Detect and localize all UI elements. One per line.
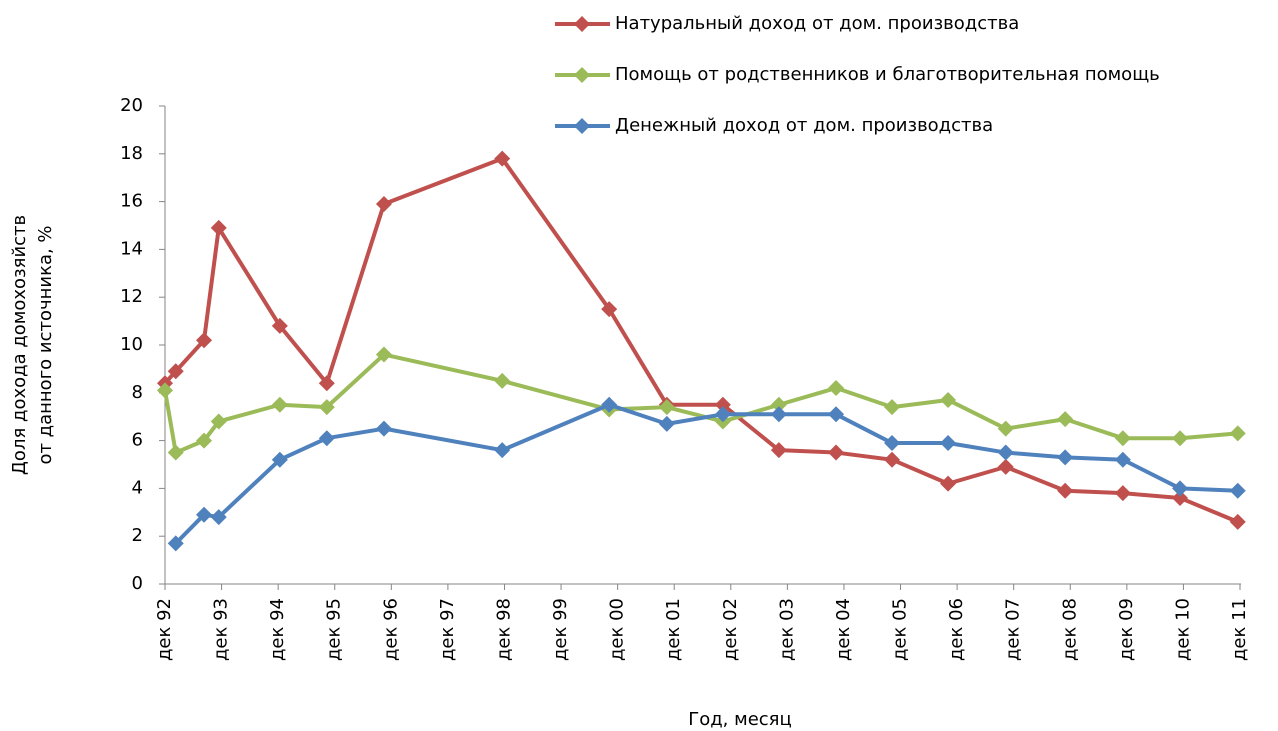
- y-tick-label: 8: [132, 382, 143, 403]
- point: [318, 399, 335, 416]
- y-tick-label: 10: [120, 334, 143, 355]
- point: [770, 396, 787, 413]
- point: [196, 332, 213, 349]
- x-axis-title: Год, месяц: [688, 709, 792, 730]
- y-tick-label: 14: [120, 238, 143, 259]
- point: [494, 442, 511, 459]
- x-tick-label: дек 01: [663, 598, 684, 661]
- point: [1114, 451, 1131, 468]
- x-tick-label: дек 10: [1172, 598, 1193, 661]
- point: [997, 458, 1014, 475]
- point: [940, 391, 957, 408]
- point: [828, 380, 845, 397]
- x-tick-label: дек 97: [437, 598, 458, 661]
- point: [196, 432, 213, 449]
- legend-marker: [574, 67, 590, 83]
- point: [770, 406, 787, 423]
- y-tick-label: 4: [132, 477, 143, 498]
- x-tick-label: дек 95: [324, 598, 345, 661]
- legend-marker: [574, 118, 590, 134]
- point: [601, 301, 618, 318]
- x-tick-label: дек 02: [720, 598, 741, 661]
- point: [1172, 430, 1189, 447]
- y-tick-label: 2: [132, 525, 143, 546]
- point: [167, 363, 184, 380]
- y-tick-label: 18: [120, 143, 143, 164]
- point: [658, 399, 675, 416]
- y-tick-label: 20: [120, 95, 143, 116]
- point: [601, 396, 618, 413]
- point: [828, 444, 845, 461]
- y-axis-title: от данного источника, %: [35, 225, 56, 464]
- point: [210, 219, 227, 236]
- x-tick-label: дек 93: [211, 598, 232, 661]
- point: [1229, 513, 1246, 530]
- point: [157, 382, 173, 399]
- series-line: [163, 352, 1238, 455]
- legend-marker: [574, 16, 590, 32]
- point: [997, 420, 1014, 437]
- x-tick-label: дек 06: [946, 598, 967, 661]
- point: [884, 451, 901, 468]
- point: [658, 415, 675, 432]
- x-tick-label: дек 94: [267, 598, 288, 661]
- legend-label: Помощь от родственников и благотворитель…: [615, 64, 1160, 85]
- point: [714, 396, 731, 413]
- point: [828, 406, 845, 423]
- point: [884, 399, 901, 416]
- x-tick-label: дек 04: [833, 598, 854, 661]
- y-tick-label: 0: [132, 573, 143, 594]
- point: [1057, 482, 1074, 499]
- x-tick-label: дек 07: [1003, 598, 1024, 661]
- y-tick-label: 16: [120, 191, 143, 212]
- point: [1057, 449, 1074, 466]
- point: [196, 506, 213, 523]
- point: [318, 375, 335, 392]
- x-tick-label: дек 00: [607, 598, 628, 661]
- point: [167, 444, 184, 461]
- y-tick-label: 12: [120, 286, 143, 307]
- point: [375, 346, 392, 363]
- point: [210, 509, 227, 526]
- legend-label: Натуральный доход от дом. производства: [615, 13, 1019, 34]
- point: [884, 434, 901, 451]
- point: [494, 150, 511, 167]
- point: [714, 406, 731, 423]
- x-tick-label: дек 09: [1116, 598, 1137, 661]
- x-tick-label: дек 03: [776, 598, 797, 661]
- point: [1057, 411, 1074, 428]
- point: [997, 444, 1014, 461]
- y-tick-label: 6: [132, 430, 143, 451]
- point: [271, 451, 288, 468]
- x-tick-label: дек 99: [550, 598, 571, 661]
- point: [1114, 485, 1131, 502]
- point: [167, 535, 184, 552]
- series-line: [163, 156, 1239, 524]
- x-tick-label: дек 98: [493, 598, 514, 661]
- point: [770, 442, 787, 459]
- x-tick-label: дек 08: [1059, 598, 1080, 661]
- point: [271, 317, 288, 334]
- x-tick-label: дек 05: [890, 598, 911, 661]
- point: [1172, 489, 1189, 506]
- point: [1229, 482, 1246, 499]
- point: [1172, 480, 1189, 497]
- x-tick-label: дек 11: [1229, 598, 1250, 661]
- x-tick-label: дек 96: [380, 598, 401, 661]
- point: [271, 396, 288, 413]
- point: [940, 475, 957, 492]
- point: [1229, 425, 1246, 442]
- x-tick-label: дек 92: [154, 598, 175, 661]
- legend-label: Денежный доход от дом. производства: [615, 115, 993, 136]
- y-axis-title: Доля дохода домохозяйств: [9, 215, 30, 475]
- point: [1114, 430, 1131, 447]
- point: [494, 372, 511, 389]
- point: [375, 420, 392, 437]
- point: [375, 195, 392, 212]
- point: [210, 413, 227, 430]
- point: [318, 430, 335, 447]
- point: [940, 434, 957, 451]
